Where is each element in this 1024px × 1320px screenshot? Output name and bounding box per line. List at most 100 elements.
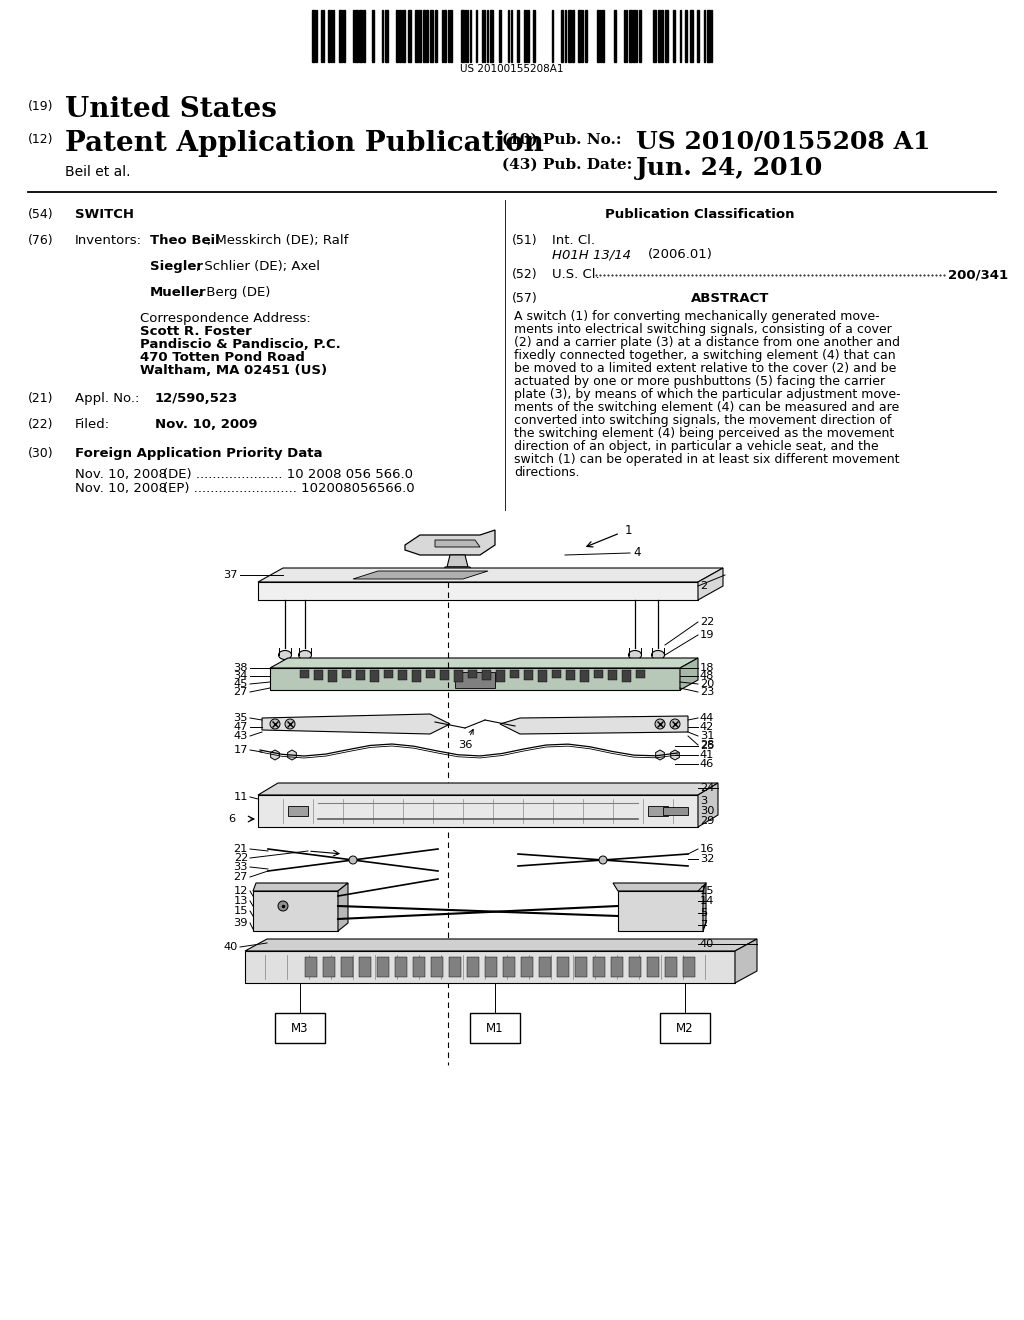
Text: (76): (76) [28,234,53,247]
Polygon shape [636,671,645,678]
Text: (57): (57) [512,292,538,305]
Text: M1: M1 [486,1022,504,1035]
Text: 40: 40 [223,942,238,952]
Polygon shape [611,957,623,977]
Bar [362,11,365,62]
Text: 23: 23 [700,686,715,697]
Polygon shape [341,957,353,977]
Polygon shape [655,750,665,760]
Polygon shape [735,939,757,983]
Polygon shape [253,891,338,931]
Polygon shape [314,671,323,680]
Polygon shape [370,671,379,682]
Text: (10) Pub. No.:: (10) Pub. No.: [502,133,622,147]
Bar [450,11,452,62]
Polygon shape [253,883,348,891]
Text: 7: 7 [700,920,708,931]
Polygon shape [449,957,461,977]
Polygon shape [454,671,463,682]
Text: 24: 24 [700,783,715,793]
Circle shape [270,719,280,729]
Bar [430,11,433,62]
Text: 47: 47 [233,722,248,733]
Polygon shape [593,957,605,977]
Polygon shape [629,957,641,977]
Text: 15: 15 [233,906,248,916]
Polygon shape [359,957,371,977]
Polygon shape [258,568,723,582]
Text: 29: 29 [700,816,715,826]
Bar [415,11,418,62]
Polygon shape [323,957,335,977]
Text: 15: 15 [700,886,715,896]
Polygon shape [510,671,519,678]
Polygon shape [648,807,668,816]
Polygon shape [356,671,365,680]
Bar [662,11,663,62]
Text: 14: 14 [700,896,715,906]
Polygon shape [539,957,551,977]
Bar [423,11,425,62]
Polygon shape [566,671,575,680]
Bar [585,11,587,62]
Polygon shape [262,714,450,734]
Bar [614,11,616,62]
Polygon shape [377,957,389,977]
Polygon shape [245,950,735,983]
Text: 44: 44 [700,713,715,723]
Text: Waltham, MA 02451 (US): Waltham, MA 02451 (US) [140,364,327,378]
Polygon shape [580,671,589,682]
Text: 12/590,523: 12/590,523 [155,392,239,405]
Polygon shape [468,671,477,678]
Polygon shape [270,657,698,668]
Text: (DE) ..................... 10 2008 056 566.0: (DE) ..................... 10 2008 056 5… [163,469,413,480]
Text: 13: 13 [233,896,248,906]
Text: switch (1) can be operated in at least six different movement: switch (1) can be operated in at least s… [514,453,899,466]
Bar [524,11,526,62]
Bar [578,11,581,62]
Polygon shape [521,957,534,977]
Text: M2: M2 [676,1022,694,1035]
Bar [561,11,563,62]
Text: 34: 34 [233,671,248,681]
Polygon shape [496,671,505,682]
Ellipse shape [651,651,665,660]
Text: Filed:: Filed: [75,418,111,432]
Polygon shape [470,1012,520,1043]
Polygon shape [698,783,718,828]
Text: Scott R. Foster: Scott R. Foster [140,325,252,338]
Ellipse shape [691,960,709,974]
Text: US 20100155208A1: US 20100155208A1 [460,63,564,74]
Text: Mueller: Mueller [150,286,207,300]
Polygon shape [395,957,407,977]
Text: (2006.01): (2006.01) [648,248,713,261]
Bar [597,11,599,62]
Polygon shape [342,671,351,678]
Text: 22: 22 [700,616,715,627]
Text: Int. Cl.: Int. Cl. [552,234,595,247]
Text: 20: 20 [700,678,715,689]
Text: 37: 37 [223,570,238,579]
Polygon shape [485,957,497,977]
Bar [385,11,388,62]
Bar [658,11,660,62]
Polygon shape [467,957,479,977]
Text: (21): (21) [28,392,53,405]
Bar [328,11,330,62]
Text: Appl. No.:: Appl. No.: [75,392,139,405]
Text: , Schlier (DE); Axel: , Schlier (DE); Axel [196,260,319,273]
Text: Nov. 10, 2008: Nov. 10, 2008 [75,482,167,495]
Text: 40: 40 [700,939,715,949]
Text: US 2010/0155208 A1: US 2010/0155208 A1 [636,129,931,154]
Text: , Messkirch (DE); Ralf: , Messkirch (DE); Ralf [207,234,348,247]
Circle shape [278,902,288,911]
Text: (EP) ......................... 102008056566.0: (EP) ......................... 102008056… [163,482,415,495]
Polygon shape [613,883,706,891]
Polygon shape [500,715,688,734]
Polygon shape [703,883,706,931]
Text: 28: 28 [700,741,715,750]
Bar [426,11,428,62]
Text: 41: 41 [700,750,715,760]
Text: 19: 19 [700,630,715,640]
Polygon shape [413,957,425,977]
